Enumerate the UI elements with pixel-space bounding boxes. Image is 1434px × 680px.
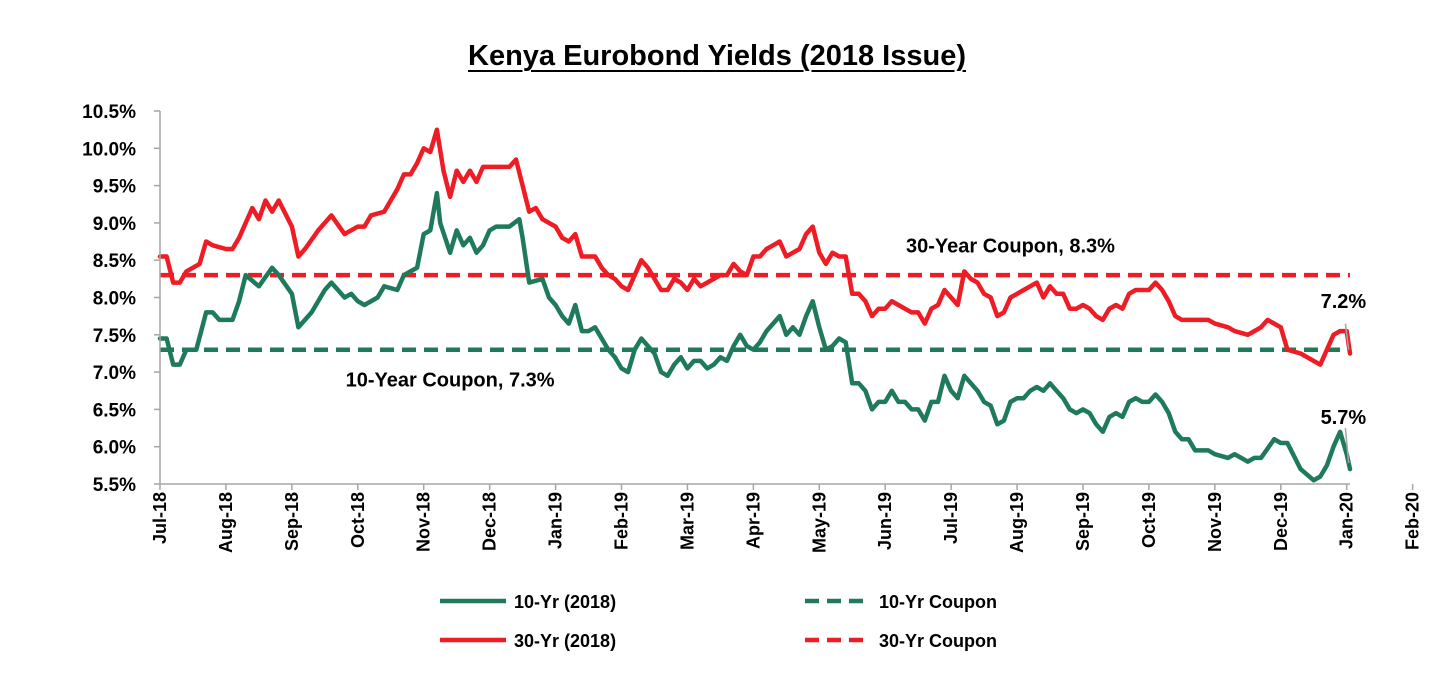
y-tick-label: 6.5% <box>93 400 136 421</box>
y-tick-label: 7.0% <box>93 363 136 384</box>
x-tick-label: Apr-19 <box>743 492 763 549</box>
x-tick-label: Jan-20 <box>1337 492 1357 549</box>
y-tick-label: 10.0% <box>82 139 136 160</box>
x-tick-label: Jan-19 <box>546 492 566 549</box>
legend-item-10-yr-coupon: 10-Yr Coupon <box>805 592 997 612</box>
x-tick-label: Feb-19 <box>611 492 631 550</box>
y-tick-label: 8.5% <box>93 251 136 272</box>
leader-line <box>1344 427 1350 464</box>
annotation-30-year-coupon-8-3: 30-Year Coupon, 8.3% <box>906 235 1115 257</box>
series-layer <box>157 127 1353 483</box>
y-tick-label: 9.0% <box>93 214 136 235</box>
x-tick-label: Jun-19 <box>875 492 895 550</box>
legend-item-10-yr-2018: 10-Yr (2018) <box>440 592 616 612</box>
x-tick-label: Sep-19 <box>1073 492 1093 551</box>
annotation-7-2: 7.2% <box>1321 291 1367 313</box>
legend-label: 30-Yr Coupon <box>879 631 997 651</box>
x-tick-label: Feb-20 <box>1403 492 1423 550</box>
x-tick-label: Dec-18 <box>480 492 500 551</box>
legend-label: 10-Yr (2018) <box>514 592 616 612</box>
leader-line <box>1344 323 1350 350</box>
y-tick-label: 5.5% <box>93 475 136 496</box>
legend-label: 10-Yr Coupon <box>879 592 997 612</box>
legend-item-30-yr-2018: 30-Yr (2018) <box>440 631 616 651</box>
series-line-30-yr-2018 <box>157 127 1353 367</box>
y-tick-label: 8.0% <box>93 289 136 310</box>
annotations: 30-Year Coupon, 8.3% 10-Year Coupon, 7.3%… <box>346 235 1367 464</box>
x-tick-labels: Jul-18 Aug-18 Sep-18 Oct-18 Nov-18 Dec-18 Jan-… <box>150 492 1423 553</box>
x-tick-label: Jul-18 <box>150 492 170 544</box>
x-tick-label: Sep-18 <box>282 492 302 551</box>
y-tick-label: 6.0% <box>93 438 136 459</box>
x-tick-label: Oct-19 <box>1139 492 1159 548</box>
x-tick-label: Oct-18 <box>348 492 368 548</box>
x-tick-label: Jul-19 <box>941 492 961 544</box>
y-tick-label: 7.5% <box>93 326 136 347</box>
chart-title: Kenya Eurobond Yields (2018 Issue) <box>468 40 966 72</box>
axis-layer <box>154 110 1414 490</box>
legend-item-30-yr-coupon: 30-Yr Coupon <box>805 631 997 651</box>
x-tick-label: Nov-18 <box>414 492 434 552</box>
x-tick-label: Dec-19 <box>1271 492 1291 551</box>
y-tick-label: 9.5% <box>93 177 136 198</box>
x-tick-label: May-19 <box>809 492 829 553</box>
x-tick-label: Aug-19 <box>1007 492 1027 553</box>
y-tick-label: 10.5% <box>82 102 136 123</box>
x-tick-label: Aug-18 <box>216 492 236 553</box>
annotation-5-7: 5.7% <box>1321 407 1367 429</box>
legend: 10-Yr (2018) 10-Yr Coupon 30-Yr (2018) 30-Y… <box>440 592 997 651</box>
x-tick-label: Mar-19 <box>677 492 697 550</box>
series-line-10-yr-2018 <box>157 190 1353 483</box>
x-tick-label: Nov-19 <box>1205 492 1225 552</box>
annotation-10-year-coupon-7-3: 10-Year Coupon, 7.3% <box>346 370 555 392</box>
y-tick-labels: 5.5% 6.0% 6.5% 7.0% 7.5% 8.0% 8.5% 9.0% 9.5% 10.0… <box>82 102 136 496</box>
legend-label: 30-Yr (2018) <box>514 631 616 651</box>
